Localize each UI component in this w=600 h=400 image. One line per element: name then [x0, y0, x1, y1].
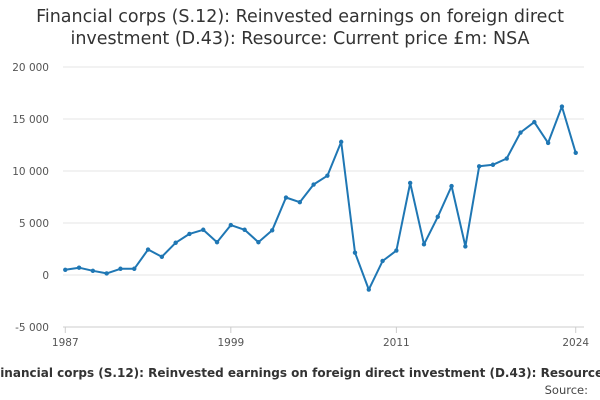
data-point[interactable] [559, 104, 565, 109]
y-axis: -5 000 0 5 000 10 000 15 000 20 000 [12, 62, 49, 334]
data-point[interactable] [449, 183, 454, 189]
data-point[interactable] [270, 228, 275, 233]
y-tick-label: 5 000 [19, 218, 49, 230]
data-point[interactable] [187, 231, 192, 237]
data-point[interactable] [421, 242, 427, 247]
data-point[interactable] [352, 250, 358, 255]
data-point[interactable] [297, 200, 303, 205]
y-tick-label: -5 000 [15, 322, 49, 334]
x-axis: 1987 1999 2011 2024 [52, 326, 589, 349]
data-point[interactable] [283, 195, 289, 200]
series-line [65, 105, 577, 291]
x-tick-label: 1999 [217, 337, 244, 349]
source-label: Source: [544, 383, 588, 397]
footer-chart-title: Financial corps (S.12): Reinvested earni… [0, 366, 600, 380]
chart-title: Financial corps (S.12): Reinvested earni… [36, 7, 564, 49]
data-point[interactable] [325, 173, 330, 178]
series-group [63, 104, 578, 292]
data-point[interactable] [490, 162, 496, 167]
data-point[interactable] [338, 139, 344, 145]
data-point[interactable] [573, 150, 578, 155]
data-point[interactable] [532, 119, 537, 125]
gridlines [63, 66, 584, 328]
data-point[interactable] [463, 244, 468, 249]
y-tick-label: 15 000 [12, 114, 49, 126]
data-point[interactable] [201, 227, 206, 232]
x-tick-label: 1987 [52, 337, 79, 349]
data-point[interactable] [173, 240, 178, 245]
data-point[interactable] [90, 268, 96, 274]
data-point[interactable] [504, 156, 509, 161]
data-point[interactable] [104, 271, 109, 276]
data-point[interactable] [242, 227, 247, 232]
data-point[interactable] [545, 140, 551, 146]
data-point[interactable] [407, 180, 413, 186]
data-point[interactable] [214, 240, 220, 245]
data-point[interactable] [394, 248, 399, 253]
data-point[interactable] [118, 266, 123, 271]
data-point[interactable] [518, 130, 523, 135]
data-point[interactable] [145, 247, 151, 252]
data-point[interactable] [435, 214, 440, 219]
x-tick-label: 2011 [383, 337, 410, 349]
data-point[interactable] [476, 164, 482, 169]
data-point[interactable] [63, 267, 68, 272]
y-tick-label: 20 000 [12, 62, 49, 74]
data-point[interactable] [311, 182, 316, 187]
y-tick-label: 10 000 [12, 166, 49, 178]
data-point[interactable] [132, 266, 137, 271]
data-point[interactable] [159, 254, 165, 259]
data-point[interactable] [76, 265, 82, 270]
data-point[interactable] [228, 222, 234, 228]
data-point[interactable] [366, 287, 371, 292]
data-point[interactable] [380, 258, 385, 264]
y-tick-label: 0 [42, 270, 49, 282]
data-point[interactable] [256, 240, 261, 245]
x-tick-label: 2024 [562, 337, 589, 349]
